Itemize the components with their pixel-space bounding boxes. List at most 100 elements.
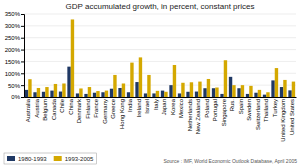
legend: 1980-1993 1993-2005 <box>4 153 96 164</box>
bar <box>62 83 65 97</box>
bar <box>88 87 91 97</box>
title: GDP accumulated growth, in percent, cons… <box>66 2 255 11</box>
bar <box>173 65 176 97</box>
y-tick-mark <box>21 61 24 62</box>
y-tick-mark <box>21 14 24 15</box>
bar <box>50 91 53 97</box>
x-tick: Sweden <box>246 99 252 121</box>
x-tick-label: Turkey <box>272 99 278 117</box>
x-tick: Singapore <box>221 98 227 126</box>
bar <box>84 94 87 97</box>
y-tick-label: 0% <box>11 94 20 100</box>
y-tick-label: 150% <box>5 59 21 65</box>
x-tick-label: Italy <box>153 99 159 110</box>
x-tick: China <box>68 98 74 114</box>
y-tick-label: 300% <box>5 23 21 29</box>
bar <box>178 93 181 97</box>
x-tick-label: Japan <box>161 99 167 115</box>
bar <box>127 92 130 97</box>
y-tick: 350% <box>5 11 24 17</box>
x-tick: Switzerland <box>255 99 261 130</box>
bar <box>45 87 48 97</box>
grid-line <box>24 37 296 38</box>
bar <box>147 75 150 97</box>
bar <box>105 91 108 97</box>
bar <box>101 92 104 97</box>
y-tick: 50% <box>8 83 24 89</box>
bar <box>186 92 189 97</box>
y-tick: 200% <box>5 47 24 53</box>
x-tick-label: Denmark <box>76 98 82 123</box>
bar <box>195 92 198 97</box>
x-tick: Israel <box>144 99 150 114</box>
grid-line <box>24 61 296 62</box>
bar <box>67 67 70 97</box>
y-tick-label: 50% <box>8 83 21 89</box>
x-tick-label: Germany <box>102 99 108 124</box>
bar <box>263 95 266 97</box>
y-axis-line <box>21 15 25 98</box>
y-tick-mark <box>21 38 24 39</box>
x-tick-label: Rus. <box>229 99 235 112</box>
bar <box>79 88 82 97</box>
y-tick-mark <box>21 85 24 86</box>
bar <box>139 57 142 97</box>
bar <box>288 90 291 97</box>
bar <box>220 94 223 97</box>
bar <box>249 86 252 97</box>
x-tick: Japan <box>161 99 167 115</box>
legend-label: 1980-1993 <box>18 156 47 162</box>
x-tick: Italy <box>153 99 159 110</box>
x-tick: India <box>127 98 133 112</box>
x-tick: France <box>93 98 99 117</box>
bar-series <box>25 67 292 97</box>
x-tick-label: New Zealand <box>195 99 201 134</box>
x-tick-label: France <box>93 98 99 117</box>
y-tick-mark <box>21 50 24 51</box>
bar <box>212 88 215 97</box>
bar <box>164 92 167 97</box>
legend-item: 1993-2005 <box>54 156 94 162</box>
bar <box>59 92 62 97</box>
x-tick: Germany <box>102 99 108 124</box>
x-tick-label: Chile <box>59 98 65 112</box>
x-tick-label: Israel <box>144 99 150 114</box>
legend-item: 1980-1993 <box>7 156 47 162</box>
x-tick: Belgium <box>42 99 48 121</box>
x-tick-label: Canada <box>51 98 57 120</box>
bar <box>271 80 274 97</box>
x-tick-label: Netherlands <box>187 99 193 131</box>
x-tick: Denmark <box>76 98 82 123</box>
x-axis-line <box>25 97 297 98</box>
bar <box>280 87 283 97</box>
bar <box>190 82 193 97</box>
x-tick: Netherlands <box>187 99 193 131</box>
plot: 0%50%100%150%200%250%300%350%AustraliaAu… <box>5 11 297 141</box>
y-tick-label: 200% <box>5 47 21 53</box>
x-tick: Finland <box>85 99 91 119</box>
chart: GDP accumulated growth, in percent, cons… <box>0 0 300 167</box>
y-tick-label: 350% <box>5 11 21 17</box>
x-tick: Greece <box>110 98 116 118</box>
bar <box>33 92 36 97</box>
x-tick: Ireland <box>136 99 142 117</box>
x-tick-label: Sweden <box>246 99 252 121</box>
x-tick-label: United Kingdom <box>280 99 286 142</box>
bar <box>118 88 121 97</box>
bar <box>37 88 40 97</box>
bar <box>122 83 125 97</box>
x-tick-label: Hong Kong <box>119 99 125 129</box>
y-tick-mark <box>21 73 24 74</box>
x-tick: New Zealand <box>195 99 201 134</box>
bar <box>241 85 244 97</box>
bar <box>28 79 31 97</box>
bar <box>130 63 133 97</box>
bar <box>144 93 147 97</box>
bar <box>96 91 99 97</box>
x-tick: Portugal <box>212 99 218 121</box>
bar <box>246 94 249 97</box>
grid-line <box>24 14 296 15</box>
grid <box>24 14 296 97</box>
bar <box>232 85 235 97</box>
x-tick: Australia <box>25 98 31 122</box>
